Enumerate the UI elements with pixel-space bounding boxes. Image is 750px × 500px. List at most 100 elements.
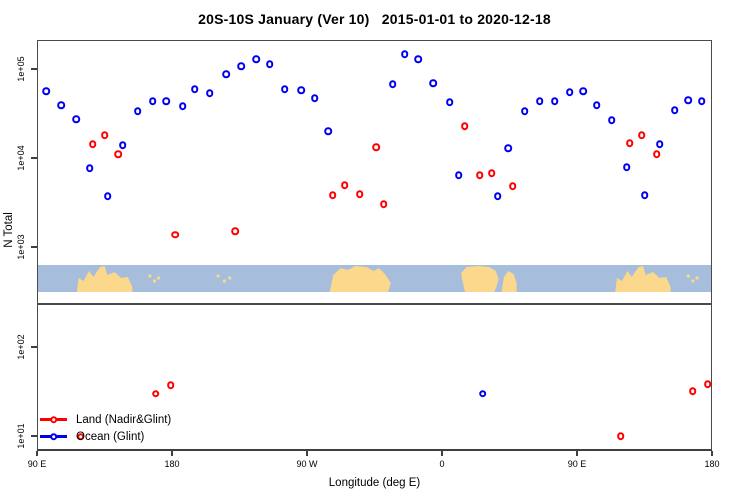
data-point-land [460,122,469,130]
x-tick-label: 180 [164,459,180,469]
data-point-land [379,200,388,208]
data-point-land [703,380,712,389]
data-point-ocean [42,87,50,95]
data-point-ocean [445,98,454,106]
data-point-ocean [504,144,512,152]
y-tick-mark [31,346,37,348]
legend-label-ocean: Ocean (Glint) [76,430,145,443]
data-point-land [76,432,85,441]
data-point-ocean [118,141,127,149]
data-point-ocean [607,116,616,124]
map-land-island [695,276,699,280]
data-point-land [100,131,109,139]
x-tick-label: 90 E [567,459,587,469]
data-point-land [625,139,634,147]
data-point-ocean [310,94,319,102]
data-point-ocean [579,87,587,95]
y-tick-label: 1e+01 [16,423,26,449]
map-land-island [222,279,226,283]
data-point-ocean [252,55,260,63]
map-land-island [216,274,220,278]
map-land-island [691,279,695,283]
data-point-ocean [697,97,706,105]
data-point-ocean [162,97,170,105]
data-point-ocean [414,55,422,63]
legend-label-land: Land (Nadir&Glint) [76,413,172,426]
y-tick-mark [31,68,37,70]
data-point-ocean [190,85,199,93]
data-point-land [475,171,484,179]
data-point-ocean [72,115,80,123]
data-point-land [372,143,380,151]
y-tick-mark [31,157,37,159]
x-tick-mark [36,451,38,456]
chart-title: 20S-10S January (Ver 10) 2015-01-01 to 2… [198,11,551,27]
data-point-ocean [280,85,289,93]
data-point-ocean [622,163,631,171]
data-point-ocean [655,140,664,148]
data-point-land [151,389,160,398]
legend-item-ocean: Ocean (Glint) [40,428,144,445]
y-tick-mark [31,435,37,437]
data-point-ocean [297,86,305,94]
x-tick-label: 180 [704,459,720,469]
data-point-land [487,169,496,177]
legend-circle-land-icon [49,415,58,424]
data-point-ocean [324,127,332,135]
data-point-ocean [520,107,529,115]
data-point-ocean [103,192,112,201]
data-point-land [355,190,364,198]
data-point-ocean [454,171,463,180]
map-land-island [157,276,161,280]
x-tick-mark [576,451,578,456]
data-point-land [231,227,239,235]
plot-box [37,40,712,451]
map-land-island [228,276,232,280]
data-point-land [171,231,179,239]
legend-line-ocean [40,432,67,441]
data-point-land [88,140,97,148]
map-land-australia-newguinea [76,266,133,292]
x-tick-mark [441,451,443,456]
data-point-ocean [670,106,679,114]
data-point-ocean [133,107,142,115]
data-point-ocean [478,389,487,398]
x-tick-mark [306,451,308,456]
data-point-land [616,432,625,440]
data-point-ocean [592,101,601,109]
data-point-land [637,131,646,139]
data-point-ocean [535,97,544,105]
world-map-strip [38,265,711,292]
y-tick-label: 1e+02 [16,334,26,360]
data-point-ocean [400,50,409,58]
data-point-ocean [222,70,230,78]
y-tick-label: 1e+03 [16,234,26,260]
y-tick-label: 1e+05 [16,56,26,82]
data-point-ocean [85,164,94,172]
data-point-land [652,150,661,158]
legend-circle-ocean-icon [49,432,58,441]
data-point-ocean [640,191,649,200]
legend-item-land: Land (Nadir&Glint) [40,411,171,428]
y-axis-title: N Total [3,212,15,248]
x-tick-label: 90 E [27,459,47,469]
data-point-ocean [388,80,397,88]
data-point-land [328,191,337,199]
x-tick-mark [171,451,173,456]
data-point-land [688,387,697,395]
y-tick-mark [31,246,37,248]
map-land-island [686,274,690,278]
panel-divider-line [37,303,712,305]
x-axis-title: Longitude (deg E) [328,477,421,489]
x-tick-label: 0 [439,459,445,469]
map-land-africa [461,266,499,292]
legend-line-land [40,415,67,424]
data-point-land [114,150,122,158]
data-point-ocean [550,97,559,105]
x-tick-label: 90 W [296,459,318,469]
map-land-island [148,274,152,278]
data-point-ocean [237,62,245,70]
data-point-ocean [265,60,274,68]
data-point-ocean [57,101,65,109]
